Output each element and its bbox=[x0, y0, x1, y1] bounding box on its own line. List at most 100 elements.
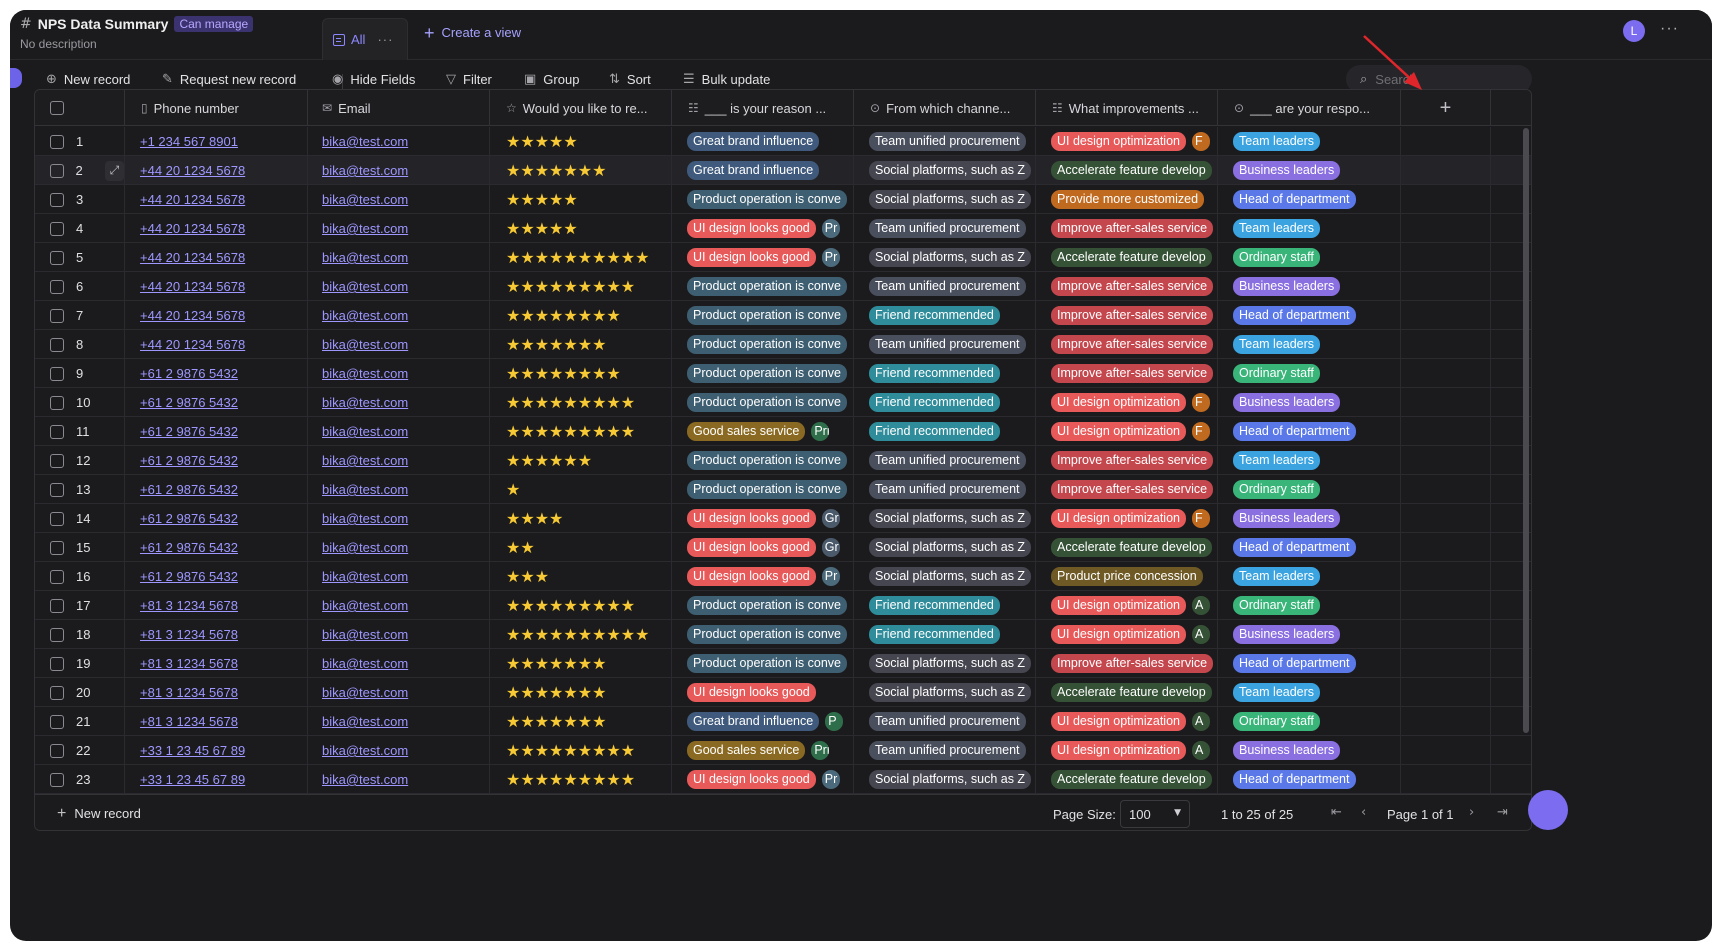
reason-cell[interactable]: Product operation is conve bbox=[672, 446, 854, 475]
email-link[interactable]: bika@test.com bbox=[322, 511, 409, 526]
reason-cell[interactable]: Product operation is conve bbox=[672, 272, 854, 301]
new-record-button[interactable]: ⊕ New record bbox=[46, 72, 130, 87]
table-row[interactable]: 18 +81 3 1234 5678 bika@test.com ★★★★★★★★★★… bbox=[35, 620, 1531, 649]
improvements-cell[interactable]: Improve after-sales service bbox=[1036, 301, 1218, 330]
table-row[interactable]: 8 +44 20 1234 5678 bika@test.com ★★★★★★★ Pro… bbox=[35, 330, 1531, 359]
rating-cell[interactable]: ★★★★★★ bbox=[490, 446, 672, 475]
vertical-scrollbar[interactable] bbox=[1523, 128, 1529, 733]
reason-cell[interactable]: Product operation is conve bbox=[672, 185, 854, 214]
email-link[interactable]: bika@test.com bbox=[322, 482, 409, 497]
channel-cell[interactable]: Team unified procurement bbox=[854, 475, 1036, 504]
email-link[interactable]: bika@test.com bbox=[322, 221, 409, 236]
reason-cell[interactable]: UI design looks good Pr bbox=[672, 562, 854, 591]
row-checkbox[interactable] bbox=[50, 366, 64, 381]
phone-link[interactable]: +61 2 9876 5432 bbox=[140, 453, 238, 468]
phone-cell[interactable]: +81 3 1234 5678 bbox=[125, 620, 308, 649]
position-cell[interactable]: Head of department bbox=[1218, 533, 1401, 562]
phone-cell[interactable]: +44 20 1234 5678 bbox=[125, 214, 308, 243]
add-column-button[interactable]: + bbox=[1401, 90, 1491, 126]
phone-link[interactable]: +44 20 1234 5678 bbox=[140, 221, 246, 236]
email-cell[interactable]: bika@test.com bbox=[308, 678, 490, 707]
table-row[interactable]: 5 +44 20 1234 5678 bika@test.com ★★★★★★★★★★… bbox=[35, 243, 1531, 272]
email-link[interactable]: bika@test.com bbox=[322, 772, 409, 787]
position-cell[interactable]: Head of department bbox=[1218, 417, 1401, 446]
filter-button[interactable]: ▽ Filter bbox=[446, 72, 492, 87]
reason-cell[interactable]: Product operation is conve bbox=[672, 388, 854, 417]
improvements-cell[interactable]: Accelerate feature develop bbox=[1036, 533, 1218, 562]
email-link[interactable]: bika@test.com bbox=[322, 163, 409, 178]
phone-link[interactable]: +61 2 9876 5432 bbox=[140, 569, 238, 584]
improvements-cell[interactable]: UI design optimization A bbox=[1036, 736, 1218, 765]
position-cell[interactable]: Business leaders bbox=[1218, 272, 1401, 301]
email-link[interactable]: bika@test.com bbox=[322, 192, 409, 207]
email-link[interactable]: bika@test.com bbox=[322, 279, 409, 294]
phone-cell[interactable]: +81 3 1234 5678 bbox=[125, 591, 308, 620]
table-row[interactable]: 4 +44 20 1234 5678 bika@test.com ★★★★★ UI de… bbox=[35, 214, 1531, 243]
phone-link[interactable]: +44 20 1234 5678 bbox=[140, 163, 246, 178]
phone-link[interactable]: +61 2 9876 5432 bbox=[140, 366, 238, 381]
rating-cell[interactable]: ★★★★★★★ bbox=[490, 678, 672, 707]
row-checkbox[interactable] bbox=[50, 540, 64, 555]
phone-cell[interactable]: +61 2 9876 5432 bbox=[125, 446, 308, 475]
email-link[interactable]: bika@test.com bbox=[322, 337, 409, 352]
row-checkbox[interactable] bbox=[50, 511, 64, 526]
table-row[interactable]: 10 +61 2 9876 5432 bika@test.com ★★★★★★★★★ P… bbox=[35, 388, 1531, 417]
col-header-channel[interactable]: ⊙ From which channe... bbox=[854, 90, 1036, 126]
improvements-cell[interactable]: Improve after-sales service bbox=[1036, 330, 1218, 359]
table-row[interactable]: 1 +1 234 567 8901 bika@test.com ★★★★★ Great … bbox=[35, 127, 1531, 156]
row-checkbox[interactable] bbox=[50, 134, 64, 149]
prev-page-icon[interactable]: ‹ bbox=[1361, 805, 1367, 820]
improvements-cell[interactable]: Improve after-sales service bbox=[1036, 359, 1218, 388]
email-link[interactable]: bika@test.com bbox=[322, 627, 409, 642]
email-cell[interactable]: bika@test.com bbox=[308, 185, 490, 214]
phone-cell[interactable]: +61 2 9876 5432 bbox=[125, 475, 308, 504]
email-cell[interactable]: bika@test.com bbox=[308, 446, 490, 475]
reason-cell[interactable]: Product operation is conve bbox=[672, 649, 854, 678]
last-page-icon[interactable]: ⇥ bbox=[1497, 805, 1508, 820]
phone-link[interactable]: +44 20 1234 5678 bbox=[140, 192, 246, 207]
position-cell[interactable]: Business leaders bbox=[1218, 504, 1401, 533]
table-row[interactable]: 14 +61 2 9876 5432 bika@test.com ★★★★ UI des… bbox=[35, 504, 1531, 533]
rating-cell[interactable]: ★★★★★★★★★ bbox=[490, 765, 672, 794]
channel-cell[interactable]: Team unified procurement bbox=[854, 214, 1036, 243]
position-cell[interactable]: Ordinary staff bbox=[1218, 243, 1401, 272]
rating-cell[interactable]: ★★★★★ bbox=[490, 214, 672, 243]
row-checkbox[interactable] bbox=[50, 163, 64, 178]
reason-cell[interactable]: UI design looks good Pr bbox=[672, 765, 854, 794]
phone-cell[interactable]: +81 3 1234 5678 bbox=[125, 649, 308, 678]
table-row[interactable]: 11 +61 2 9876 5432 bika@test.com ★★★★★★★★★ G… bbox=[35, 417, 1531, 446]
channel-cell[interactable]: Friend recommended bbox=[854, 620, 1036, 649]
row-checkbox[interactable] bbox=[50, 714, 64, 729]
email-link[interactable]: bika@test.com bbox=[322, 598, 409, 613]
reason-cell[interactable]: Product operation is conve bbox=[672, 359, 854, 388]
row-checkbox[interactable] bbox=[50, 250, 64, 265]
table-row[interactable]: 23 +33 1 23 45 67 89 bika@test.com ★★★★★★★★… bbox=[35, 765, 1531, 794]
table-row[interactable]: 7 +44 20 1234 5678 bika@test.com ★★★★★★★★ Pr… bbox=[35, 301, 1531, 330]
email-cell[interactable]: bika@test.com bbox=[308, 736, 490, 765]
rating-cell[interactable]: ★★★★★ bbox=[490, 185, 672, 214]
improvements-cell[interactable]: Accelerate feature develop bbox=[1036, 156, 1218, 185]
rating-cell[interactable]: ★★★★★★★★ bbox=[490, 359, 672, 388]
page-size-select[interactable]: 100 ▼ bbox=[1120, 800, 1190, 828]
channel-cell[interactable]: Team unified procurement bbox=[854, 446, 1036, 475]
channel-cell[interactable]: Social platforms, such as Z bbox=[854, 562, 1036, 591]
phone-link[interactable]: +44 20 1234 5678 bbox=[140, 308, 246, 323]
channel-cell[interactable]: Team unified procurement bbox=[854, 330, 1036, 359]
table-row[interactable]: 19 +81 3 1234 5678 bika@test.com ★★★★★★★ Pro… bbox=[35, 649, 1531, 678]
expand-record-icon[interactable]: ⤢ bbox=[104, 160, 124, 181]
email-cell[interactable]: bika@test.com bbox=[308, 504, 490, 533]
email-cell[interactable]: bika@test.com bbox=[308, 301, 490, 330]
row-checkbox[interactable] bbox=[50, 192, 64, 207]
channel-cell[interactable]: Team unified procurement bbox=[854, 736, 1036, 765]
position-cell[interactable]: Business leaders bbox=[1218, 156, 1401, 185]
email-link[interactable]: bika@test.com bbox=[322, 714, 409, 729]
channel-cell[interactable]: Friend recommended bbox=[854, 301, 1036, 330]
rating-cell[interactable]: ★★★★★★★★ bbox=[490, 301, 672, 330]
reason-cell[interactable]: UI design looks good Gr bbox=[672, 504, 854, 533]
reason-cell[interactable]: UI design looks good Gr bbox=[672, 533, 854, 562]
email-link[interactable]: bika@test.com bbox=[322, 540, 409, 555]
channel-cell[interactable]: Team unified procurement bbox=[854, 127, 1036, 156]
channel-cell[interactable]: Team unified procurement bbox=[854, 707, 1036, 736]
email-cell[interactable]: bika@test.com bbox=[308, 359, 490, 388]
email-cell[interactable]: bika@test.com bbox=[308, 417, 490, 446]
